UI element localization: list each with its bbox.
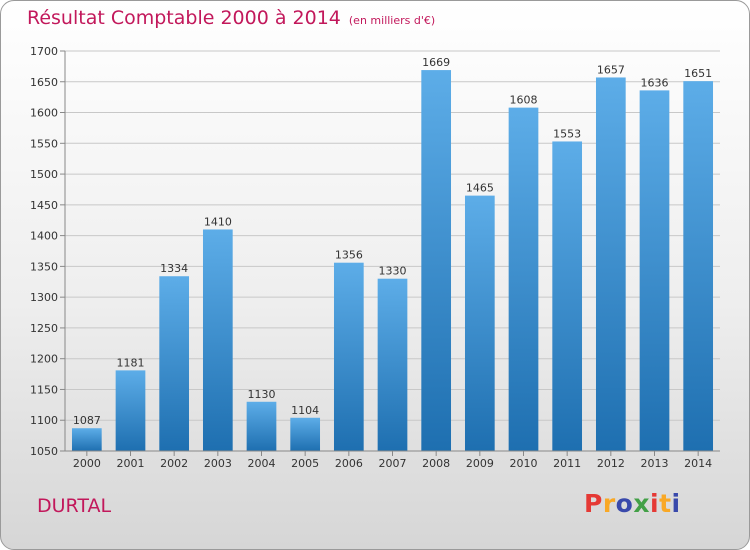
y-tick-label: 1550 — [30, 137, 58, 150]
bar — [159, 276, 190, 451]
logo-letter: t — [659, 489, 672, 518]
y-tick-label: 1450 — [30, 199, 58, 212]
x-tick-label: 2002 — [160, 457, 188, 470]
bar-value-label: 1330 — [379, 265, 407, 278]
bar-value-label: 1669 — [422, 56, 450, 69]
x-axis: 2000 2001 2002 2003 2004 2005 2006 2007 2008 2009… — [65, 450, 720, 470]
x-tick-label: 2006 — [335, 457, 363, 470]
y-tick-label: 1100 — [30, 414, 58, 427]
bar-value-label: 1636 — [641, 76, 669, 89]
y-tick-label: 1650 — [30, 76, 58, 89]
bar-value-label: 1334 — [160, 262, 188, 275]
y-axis: 1050 1100 1150 1200 1250 1300 1350 1400 1450 1500… — [30, 45, 66, 458]
unit-note: (en milliers d'€) — [348, 14, 436, 27]
y-tick-label: 1600 — [30, 107, 58, 120]
bar — [595, 77, 626, 451]
x-tick-label: 2008 — [422, 457, 450, 470]
bar — [508, 107, 539, 451]
logo-letter: r — [602, 489, 616, 518]
bar — [246, 401, 277, 451]
bar-value-label: 1130 — [248, 388, 276, 401]
x-tick-label: 2013 — [641, 457, 669, 470]
x-tick-label: 2004 — [248, 457, 276, 470]
bar-value-label: 1181 — [117, 356, 145, 369]
bar — [464, 195, 495, 451]
x-tick-label: 2010 — [510, 457, 538, 470]
y-tick-label: 1400 — [30, 230, 58, 243]
bar-value-label: 1356 — [335, 249, 363, 262]
bar-value-label: 1104 — [291, 404, 319, 417]
bars: 1087 1181 1334 1410 1130 1104 1356 1330 1669 1465… — [71, 56, 714, 452]
bar — [115, 370, 146, 451]
y-tick-label: 1350 — [30, 260, 58, 273]
x-tick-label: 2005 — [291, 457, 319, 470]
logo-letter: i — [671, 489, 681, 518]
bar-value-label: 1087 — [73, 414, 101, 427]
y-tick-label: 1250 — [30, 322, 58, 335]
bar-value-label: 1410 — [204, 215, 232, 228]
x-tick-label: 2009 — [466, 457, 494, 470]
bar — [552, 141, 583, 451]
y-tick-label: 1200 — [30, 353, 58, 366]
x-tick-label: 2012 — [597, 457, 625, 470]
x-tick-label: 2011 — [553, 457, 581, 470]
x-tick-label: 2000 — [73, 457, 101, 470]
logo-letter: P — [584, 489, 603, 518]
x-tick-label: 2007 — [379, 457, 407, 470]
bar-value-label: 1553 — [553, 127, 581, 140]
bar — [421, 70, 452, 452]
proxiti-logo: Proxiti — [584, 489, 681, 518]
y-tick-label: 1300 — [30, 291, 58, 304]
x-tick-label: 2001 — [117, 457, 145, 470]
logo-letter: x — [633, 489, 650, 518]
place-name: DURTAL — [37, 495, 112, 517]
bar — [683, 81, 714, 452]
logo-letter: i — [650, 489, 660, 518]
x-tick-label: 2003 — [204, 457, 232, 470]
bar — [333, 262, 364, 451]
bar — [290, 417, 321, 451]
bar — [639, 90, 670, 451]
bar — [202, 229, 233, 451]
y-tick-label: 1500 — [30, 168, 58, 181]
bar-value-label: 1657 — [597, 63, 625, 76]
chart-title-block: Résultat Comptable 2000 à 2014 (en millie… — [27, 7, 435, 29]
bar — [71, 428, 102, 451]
bar-value-label: 1651 — [684, 67, 712, 80]
bar — [377, 278, 408, 451]
bar-value-label: 1465 — [466, 182, 494, 195]
logo-letter: o — [615, 489, 634, 518]
y-tick-label: 1050 — [30, 445, 58, 458]
y-tick-label: 1700 — [30, 45, 58, 58]
x-tick-label: 2014 — [684, 457, 712, 470]
y-tick-label: 1150 — [30, 383, 58, 396]
chart-title: Résultat Comptable 2000 à 2014 — [27, 7, 341, 29]
bar-value-label: 1608 — [510, 94, 538, 107]
